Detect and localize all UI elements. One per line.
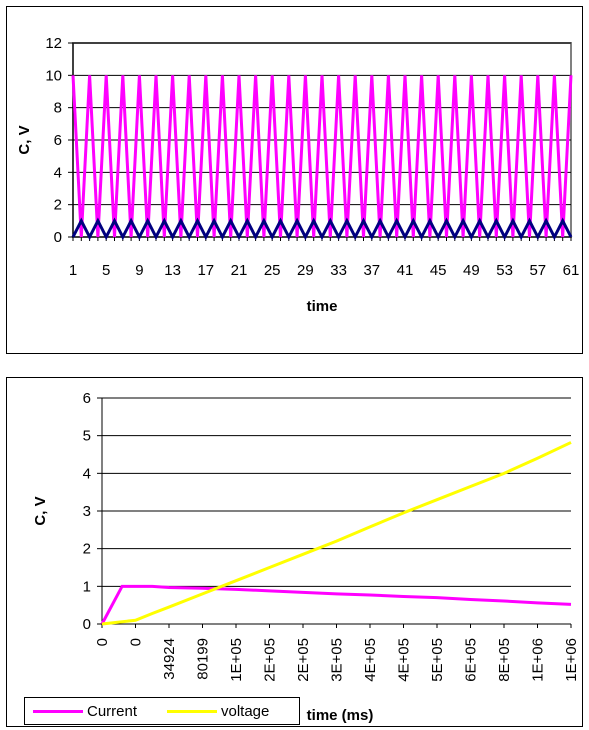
chart-1-x-tick-label: 5 — [102, 262, 110, 279]
chart-1-y-axis-title: C, V — [16, 125, 33, 154]
chart-1-x-tick-label: 29 — [297, 262, 314, 279]
chart-1-x-tick-label: 17 — [197, 262, 214, 279]
chart-2-y-tick-label: 0 — [83, 616, 91, 633]
chart-2-x-tick-label: 2E+05 — [262, 638, 279, 682]
chart-1-x-tick-label: 49 — [463, 262, 480, 279]
chart-1-x-tick-label: 45 — [430, 262, 447, 279]
legend-swatch-voltage — [167, 710, 217, 713]
chart-2-x-tick-label: 1E+06 — [530, 638, 547, 682]
chart-2-x-tick-label: 34924 — [161, 638, 178, 680]
chart-1-series-1-line — [71, 217, 573, 241]
chart-2-legend: Current voltage — [24, 697, 300, 725]
chart-2-x-tick-label: 0 — [94, 638, 111, 646]
chart-1-x-tick-label: 41 — [397, 262, 414, 279]
chart-2-x-tick-label: 0 — [128, 638, 145, 646]
chart-2-x-tick-label: 1E+05 — [228, 638, 245, 682]
legend-item-current: Current — [33, 703, 137, 720]
chart-2-x-tick-label: 1E+06 — [563, 638, 580, 682]
chart-1-x-tick-label: 37 — [363, 262, 380, 279]
chart-2-series-0-line — [100, 584, 572, 625]
chart-1-x-tick-label: 13 — [164, 262, 181, 279]
chart-1-x-tick-label: 21 — [231, 262, 248, 279]
chart-1-x-tick-label: 57 — [529, 262, 546, 279]
chart-1-y-tick-label: 2 — [54, 197, 62, 214]
chart-2-y-tick-label: 6 — [83, 390, 91, 407]
chart-1-x-axis-title: time — [307, 298, 338, 315]
chart-2-x-tick-label: 6E+05 — [463, 638, 480, 682]
legend-label-current: Current — [87, 703, 138, 720]
chart-1: 0 2 4 6 8 10 12 1 5 9 13 17 21 25 29 33 37 41 45 49 53 57 61 ti… — [16, 35, 580, 315]
chart-1-y-tick-label: 12 — [45, 35, 62, 52]
chart-2-x-tick-label: 2E+05 — [295, 638, 312, 682]
chart-1-x-tick-label: 53 — [496, 262, 513, 279]
chart-2-y-tick-label: 5 — [83, 428, 91, 445]
chart-1-y-tick-label: 10 — [45, 67, 62, 84]
chart-2-x-tick-label: 3E+05 — [329, 638, 346, 682]
chart-1-y-tick-label: 0 — [54, 229, 62, 246]
chart-2-x-tick-label: 8E+05 — [496, 638, 513, 682]
chart-2-y-tick-label: 2 — [83, 541, 91, 558]
chart-1-x-tick-label: 1 — [69, 262, 77, 279]
chart-2-x-tick-label: 5E+05 — [429, 638, 446, 682]
chart-1-y-tick-label: 8 — [54, 100, 62, 117]
chart-2-x-axis-title: time (ms) — [307, 707, 374, 724]
legend-label-voltage: voltage — [221, 703, 270, 720]
chart-2-y-tick-label: 1 — [83, 578, 91, 595]
chart-1-series-0-line — [71, 75, 573, 238]
chart-2-x-tick-label: 80199 — [195, 638, 212, 680]
chart-2-x-tick-label: 4E+05 — [396, 638, 413, 682]
chart-2-y-tick-label: 3 — [83, 503, 91, 520]
legend-swatch-current — [33, 710, 83, 713]
chart-1-x-tick-label: 61 — [563, 262, 580, 279]
chart-2-series-1-line — [101, 441, 572, 626]
chart-1-x-tick-label: 9 — [135, 262, 143, 279]
chart-1-x-tick-label: 25 — [264, 262, 281, 279]
chart-1-y-tick-label: 6 — [54, 132, 62, 149]
chart-1-y-tick-label: 4 — [54, 164, 62, 181]
chart-2-y-tick-label: 4 — [83, 465, 91, 482]
chart-2-y-axis-title: C, V — [32, 496, 49, 525]
chart-2-x-tick-label: 4E+05 — [362, 638, 379, 682]
chart-1-x-tick-label: 33 — [330, 262, 347, 279]
legend-item-voltage: voltage — [167, 703, 269, 720]
